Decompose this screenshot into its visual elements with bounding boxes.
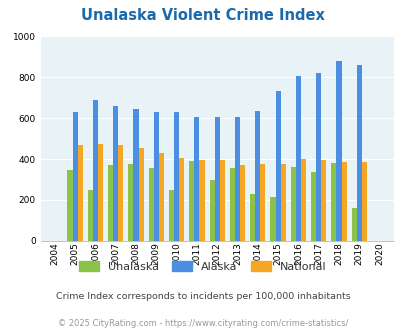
Bar <box>67 170 72 241</box>
Bar <box>295 76 300 241</box>
Bar <box>189 161 194 241</box>
Bar <box>300 159 305 241</box>
Bar <box>194 117 199 241</box>
Bar <box>138 148 143 241</box>
Bar <box>199 160 204 241</box>
Bar <box>77 145 83 241</box>
Bar <box>108 165 113 241</box>
Bar <box>179 158 184 241</box>
Bar <box>219 160 224 241</box>
Bar <box>255 111 260 241</box>
Bar <box>310 172 315 241</box>
Bar <box>174 112 179 241</box>
Bar <box>239 165 245 241</box>
Legend: Unalaska, Alaska, National: Unalaska, Alaska, National <box>79 261 326 272</box>
Text: © 2025 CityRating.com - https://www.cityrating.com/crime-statistics/: © 2025 CityRating.com - https://www.city… <box>58 319 347 328</box>
Bar <box>148 168 153 241</box>
Bar <box>330 163 336 241</box>
Bar <box>93 100 98 241</box>
Bar <box>118 145 123 241</box>
Bar <box>98 144 103 241</box>
Bar <box>234 117 239 241</box>
Bar <box>341 162 346 241</box>
Bar <box>153 112 158 241</box>
Bar <box>128 164 133 241</box>
Bar <box>214 117 219 241</box>
Bar <box>209 180 214 241</box>
Bar <box>361 162 366 241</box>
Bar <box>133 109 138 241</box>
Bar <box>275 90 280 241</box>
Bar <box>249 194 255 241</box>
Bar <box>315 73 320 241</box>
Bar <box>290 167 295 241</box>
Bar <box>72 112 77 241</box>
Bar <box>336 61 341 241</box>
Bar <box>320 160 326 241</box>
Text: Unalaska Violent Crime Index: Unalaska Violent Crime Index <box>81 8 324 23</box>
Bar <box>280 164 285 241</box>
Bar <box>356 65 361 241</box>
Bar <box>351 208 356 241</box>
Bar <box>168 190 174 241</box>
Text: Crime Index corresponds to incidents per 100,000 inhabitants: Crime Index corresponds to incidents per… <box>55 292 350 301</box>
Bar <box>113 106 118 241</box>
Bar <box>229 168 234 241</box>
Bar <box>270 197 275 241</box>
Bar <box>260 164 265 241</box>
Bar <box>158 153 164 241</box>
Bar <box>87 190 93 241</box>
